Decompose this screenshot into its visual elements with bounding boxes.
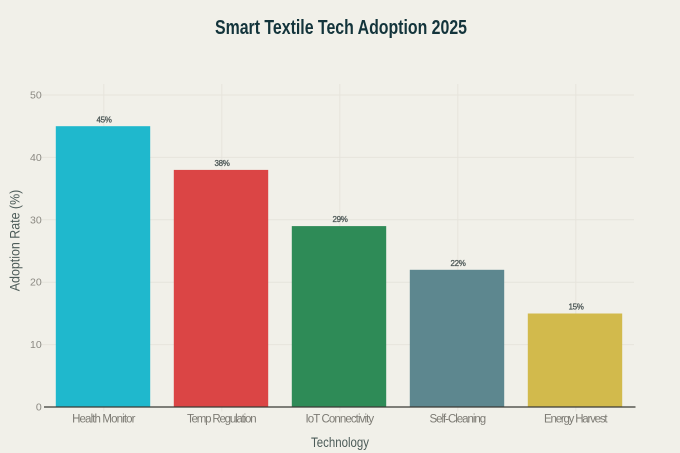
svg-text:45%: 45%	[96, 115, 111, 124]
svg-text:50: 50	[30, 90, 42, 102]
svg-text:29%: 29%	[332, 215, 347, 224]
svg-text:IoT Connectivity: IoT Connectivity	[305, 414, 374, 426]
svg-text:22%: 22%	[450, 259, 465, 268]
svg-text:Technology: Technology	[311, 434, 369, 450]
svg-text:Smart Textile Tech Adoption 20: Smart Textile Tech Adoption 2025	[215, 17, 467, 39]
svg-text:10: 10	[30, 339, 42, 351]
svg-text:20: 20	[30, 277, 42, 289]
svg-text:Self-Cleaning: Self-Cleaning	[429, 414, 486, 426]
svg-text:Health Monitor: Health Monitor	[72, 414, 136, 426]
svg-text:15%: 15%	[568, 303, 583, 312]
svg-text:Energy Harvest: Energy Harvest	[544, 414, 608, 426]
svg-text:Adoption Rate (%): Adoption Rate (%)	[7, 190, 22, 292]
svg-text:30: 30	[30, 214, 42, 226]
svg-text:38%: 38%	[214, 159, 229, 168]
svg-text:0: 0	[36, 402, 42, 414]
svg-text:40: 40	[30, 152, 42, 164]
svg-text:Temp Regulation: Temp Regulation	[187, 414, 257, 426]
